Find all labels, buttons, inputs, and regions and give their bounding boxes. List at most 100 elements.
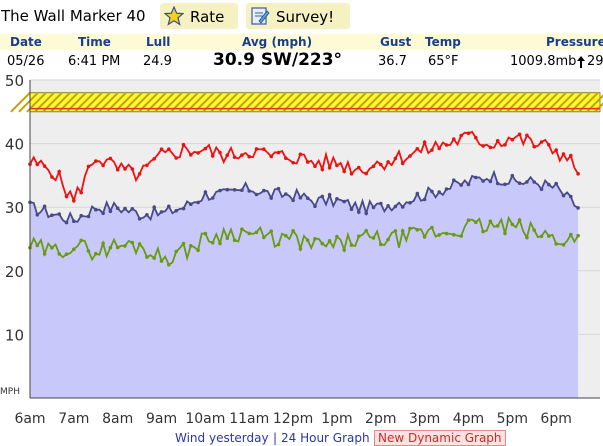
x-tick-label: 4pm [453,411,484,427]
x-tick-label: 8am [102,411,133,427]
avg-point [115,206,120,210]
gust-point [532,144,536,149]
footer-links: Wind yesterday | 24 Hour Graph New Dynam… [0,430,603,446]
y-tick-label: 10 [5,326,24,344]
lull-point [167,262,171,267]
x-tick-label: 11am [229,411,269,427]
avg-point [532,180,536,184]
avg-point [452,178,456,182]
avg-point [342,199,347,204]
gust-point [488,145,493,150]
avg-point [269,196,274,200]
lull-point [364,228,369,233]
avg-point [481,179,485,183]
pressure-rising-arrow-icon [577,56,585,68]
avg-point [284,192,288,196]
gust-point [298,152,303,157]
survey-button-label: Survey! [276,8,335,26]
avg-point [547,182,551,187]
lull-point [123,244,127,248]
gust-point [254,147,259,151]
avg-point [400,205,405,209]
gust-point [393,156,398,161]
avg-line [29,169,579,224]
avg-point [189,202,193,206]
gust-point [284,156,288,160]
lull-point [94,251,98,256]
gust-point [452,137,456,141]
y-axis-label: MPH [0,387,20,397]
value-temp: 65°F [428,54,459,69]
lull-point [430,225,434,230]
gust-point [415,147,420,151]
gust-point [327,165,332,170]
lull-point [371,236,376,240]
gust-point [174,156,178,160]
avg-point [42,204,47,209]
avg-point [145,213,149,217]
rate-button[interactable]: Rate [160,3,238,29]
avg-point [444,187,449,191]
gust-point [320,167,325,172]
gust-point [262,147,266,151]
avg-point [174,208,178,213]
survey-button[interactable]: Survey! [246,3,350,29]
avg-point [298,196,303,200]
lull-point [357,234,361,239]
avg-point [320,194,325,199]
gust-point [152,157,156,161]
band-hatch [18,92,39,113]
lull-point [488,219,493,223]
avg-point [408,201,412,205]
col-time: Time [78,35,111,49]
avg-point [181,206,186,211]
avg-point [459,183,464,187]
lull-point [474,220,478,224]
lull-point [415,228,420,232]
avg-point [371,205,376,210]
gust-point [145,163,149,168]
24-hour-graph-link[interactable]: 24 Hour Graph [281,431,370,445]
lull-point [459,234,464,238]
gust-point [364,171,369,176]
lull-point [72,247,76,252]
avg-point [327,193,332,197]
gust-point [42,164,47,168]
gust-point [357,165,361,170]
avg-point [539,187,544,192]
avg-point [561,193,566,198]
avg-point [79,213,83,218]
lull-point [152,256,156,260]
avg-point [422,197,427,202]
gust-point [547,143,551,147]
new-dynamic-graph-link[interactable]: New Dynamic Graph [374,430,506,446]
wind-yesterday-link[interactable]: Wind yesterday [175,431,269,445]
gust-point [276,150,281,155]
title-bar: The Wall Marker 40 Rate Survey! [0,0,603,34]
avg-point [254,192,259,197]
band-hatch [10,92,31,113]
gust-point [386,160,390,164]
x-tick-label: 9am [146,411,177,427]
lull-point [174,249,178,254]
gust-point [430,148,434,152]
avg-point [510,173,515,178]
gust-point [444,143,449,147]
lull-point [335,234,339,239]
gust-point [400,161,405,166]
lull-point [576,233,580,238]
page-title: The Wall Marker 40 [1,7,146,25]
value-gust: 36.7 [378,54,407,69]
avg-point [349,207,354,211]
lull-point [254,230,259,235]
gust-point [35,162,40,167]
lull-point [189,244,193,248]
lull-point [386,237,390,242]
gust-point [481,144,485,148]
gust-point [561,152,566,156]
lull-point [379,242,383,247]
lull-point [466,218,471,222]
avg-point [72,219,76,223]
avg-point [393,204,398,209]
lull-point [159,259,164,263]
